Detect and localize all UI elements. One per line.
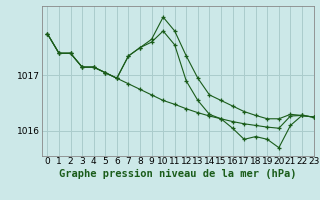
X-axis label: Graphe pression niveau de la mer (hPa): Graphe pression niveau de la mer (hPa) [59, 168, 296, 179]
